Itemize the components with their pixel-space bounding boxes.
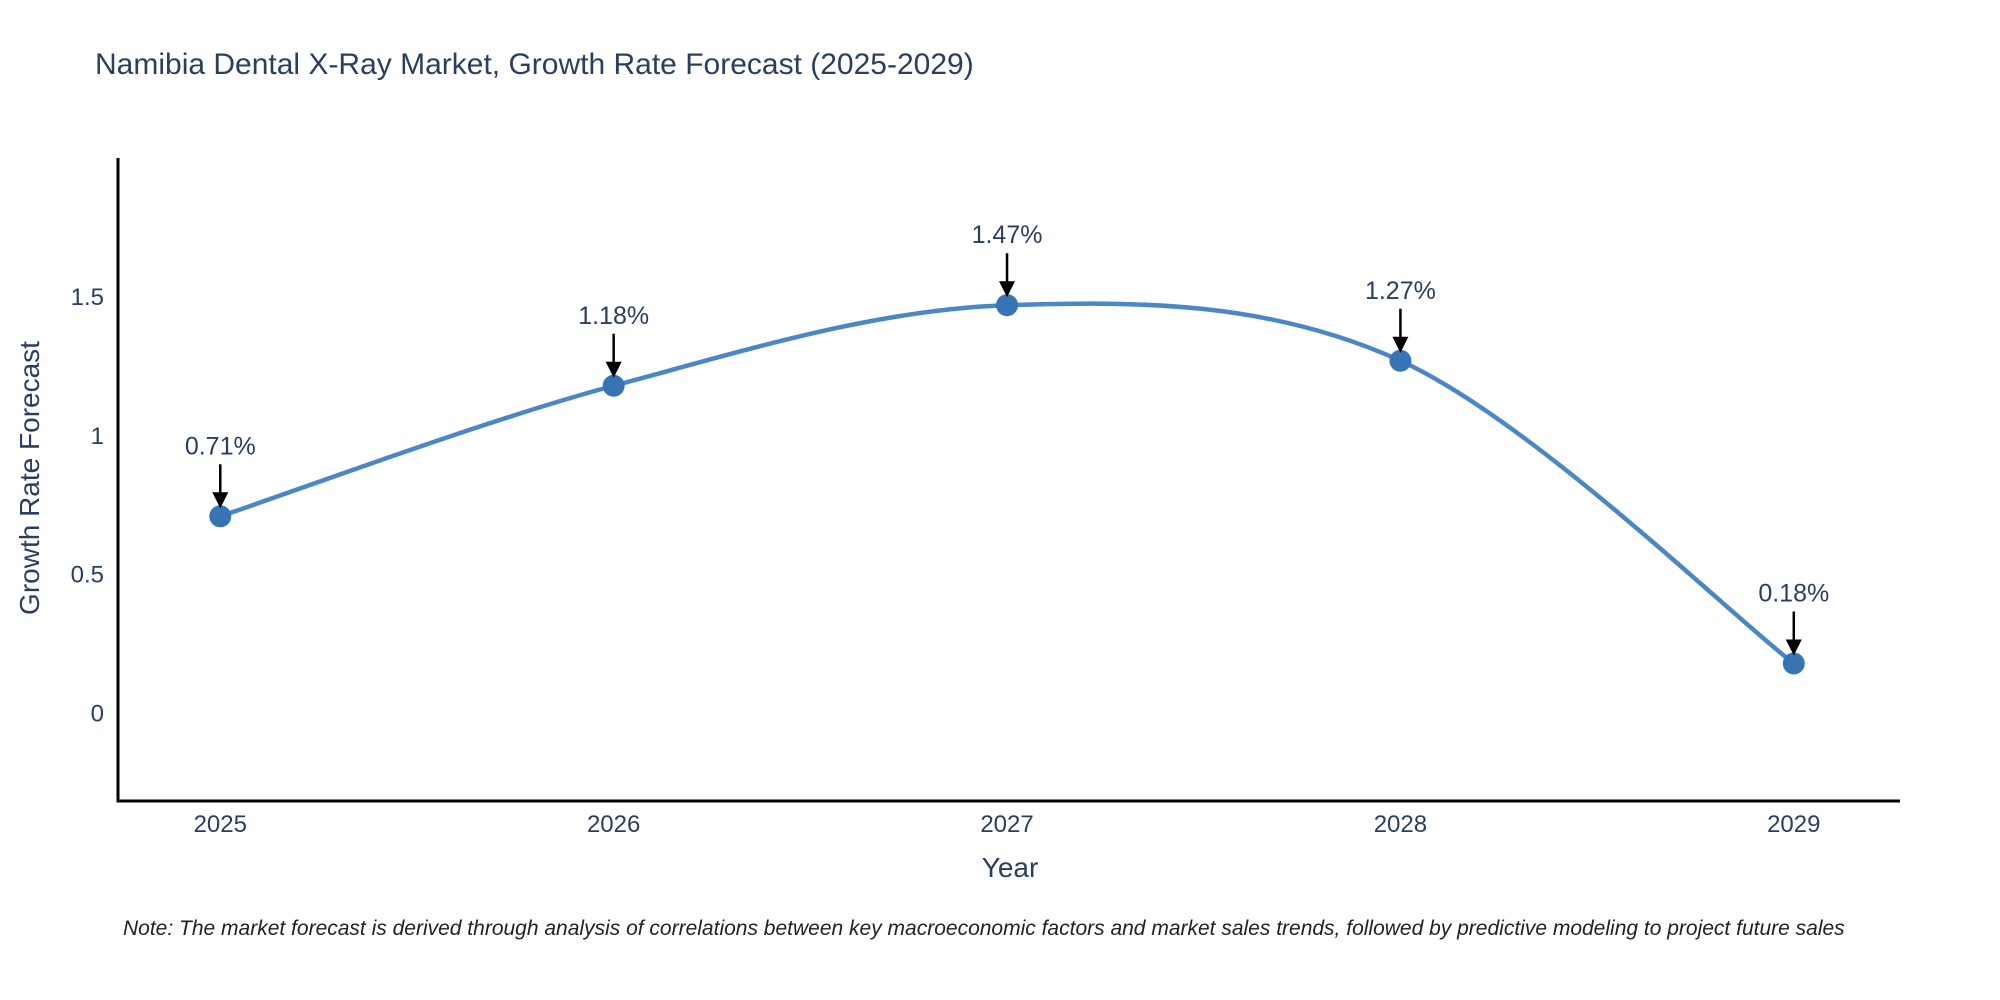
annotation-arrow-head bbox=[605, 361, 622, 378]
annotation-arrow-head bbox=[212, 492, 229, 509]
x-axis-title: Year bbox=[981, 852, 1039, 883]
trend-line bbox=[219, 301, 1796, 666]
data-point bbox=[1782, 652, 1805, 675]
y-tick-label: 1 bbox=[91, 423, 104, 450]
annotation-arrow-head bbox=[1785, 639, 1802, 656]
footnote: Note: The market forecast is derived thr… bbox=[123, 917, 1845, 940]
annotation-label: 1.18% bbox=[578, 302, 649, 330]
annotation-arrow-head bbox=[1392, 336, 1409, 353]
annotation-label: 1.47% bbox=[972, 221, 1043, 249]
x-tick-label: 2029 bbox=[1767, 811, 1820, 838]
x-tick-label: 2027 bbox=[980, 811, 1033, 838]
x-tick-label: 2026 bbox=[587, 811, 640, 838]
data-point bbox=[209, 505, 232, 528]
chart-title: Namibia Dental X-Ray Market, Growth Rate… bbox=[95, 48, 974, 81]
annotation-label: 1.27% bbox=[1365, 277, 1436, 305]
x-tick-label: 2025 bbox=[194, 811, 247, 838]
y-tick-label: 1.5 bbox=[71, 284, 104, 311]
data-point bbox=[602, 374, 625, 397]
data-point bbox=[996, 294, 1019, 317]
annotation-arrow-head bbox=[999, 281, 1016, 298]
data-point bbox=[1389, 349, 1412, 372]
annotation-label: 0.71% bbox=[185, 432, 256, 460]
y-tick-label: 0 bbox=[91, 701, 104, 728]
x-tick-label: 2028 bbox=[1374, 811, 1427, 838]
annotation-label: 0.18% bbox=[1758, 580, 1829, 608]
y-tick-label: 0.5 bbox=[71, 562, 104, 589]
